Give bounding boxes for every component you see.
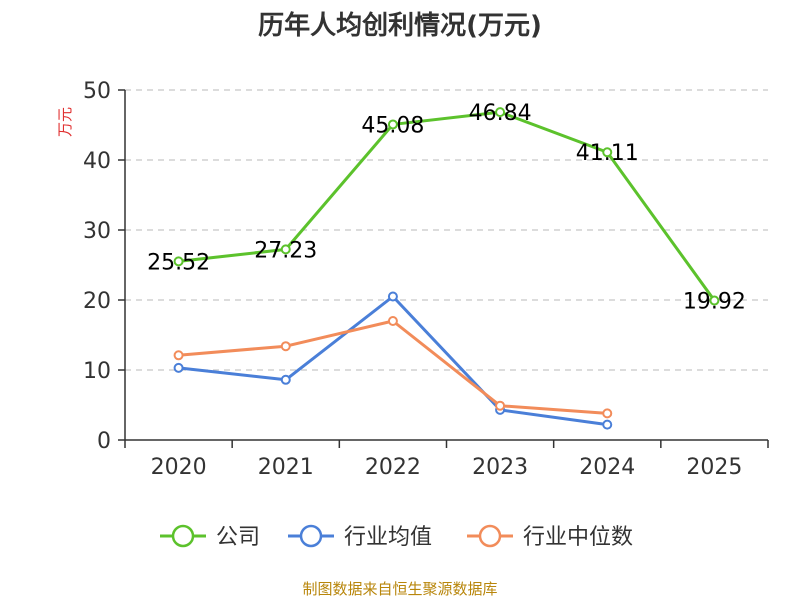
data-label-2025: 19.92 <box>683 290 746 315</box>
y-tick-label-20: 20 <box>83 289 111 314</box>
x-tick-label-2025: 2025 <box>686 455 742 480</box>
y-tick-label-50: 50 <box>83 79 111 104</box>
legend-label-1: 行业均值 <box>344 525 432 550</box>
x-tick-label-2022: 2022 <box>365 455 421 480</box>
x-tick-label-2023: 2023 <box>472 455 528 480</box>
y-tick-label-40: 40 <box>83 149 111 174</box>
series-0-point-2024 <box>602 147 613 158</box>
y-tick-label-10: 10 <box>83 359 111 384</box>
series-line-2 <box>178 319 608 415</box>
y-tick-label-0: 0 <box>97 429 111 454</box>
x-tick-label-2021: 2021 <box>258 455 314 480</box>
series-line-0 <box>178 110 716 302</box>
x-tick-label-2020: 2020 <box>151 455 207 480</box>
y-axis-label: 万元 <box>56 107 74 137</box>
series-line-1 <box>178 295 608 427</box>
series-2-point-2020 <box>173 350 184 361</box>
legend-label-2: 行业中位数 <box>523 525 633 550</box>
data-label-2024: 41.11 <box>576 141 639 166</box>
series-0-point-2021 <box>280 244 291 255</box>
series-1-point-2020 <box>173 362 184 373</box>
series-1-point-2024 <box>602 419 613 430</box>
data-label-2021: 27.23 <box>254 238 317 263</box>
series-0-point-2020 <box>173 256 184 267</box>
grid-lines <box>125 89 768 371</box>
data-label-2020: 25.52 <box>147 250 210 275</box>
legend-marker-1 <box>299 524 323 548</box>
series-2-point-2023 <box>495 400 506 411</box>
series-layer <box>173 107 720 430</box>
data-label-2023: 46.84 <box>469 101 532 126</box>
legend-label-0: 公司 <box>216 525 260 550</box>
series-0-point-2023 <box>495 107 506 118</box>
series-0-point-2025 <box>709 295 720 306</box>
series-1-point-2021 <box>280 374 291 385</box>
legend: 公司 行业均值 行业中位数 <box>160 524 633 550</box>
data-label-2022: 45.08 <box>361 113 424 138</box>
y-tick-labels: 0 10 20 30 40 50 <box>83 79 111 454</box>
x-tick-labels: 2020 2021 2022 2023 2024 2025 <box>151 455 743 480</box>
series-2-point-2024 <box>602 408 613 419</box>
y-tick-label-30: 30 <box>83 219 111 244</box>
series-2-point-2021 <box>280 341 291 352</box>
series-2-point-2022 <box>387 316 398 326</box>
series-0-point-2022 <box>387 119 398 130</box>
x-tick-label-2024: 2024 <box>579 455 635 480</box>
axes <box>118 89 769 448</box>
legend-marker-2 <box>478 524 502 548</box>
data-labels: 25.52 27.23 45.08 46.84 41.11 19.92 <box>147 101 746 314</box>
source-note: 制图数据来自恒生聚源数据库 <box>302 580 497 598</box>
legend-marker-0 <box>171 524 195 548</box>
series-1-point-2022 <box>387 291 398 302</box>
chart-title: 历年人均创利情况(万元) <box>258 10 542 41</box>
